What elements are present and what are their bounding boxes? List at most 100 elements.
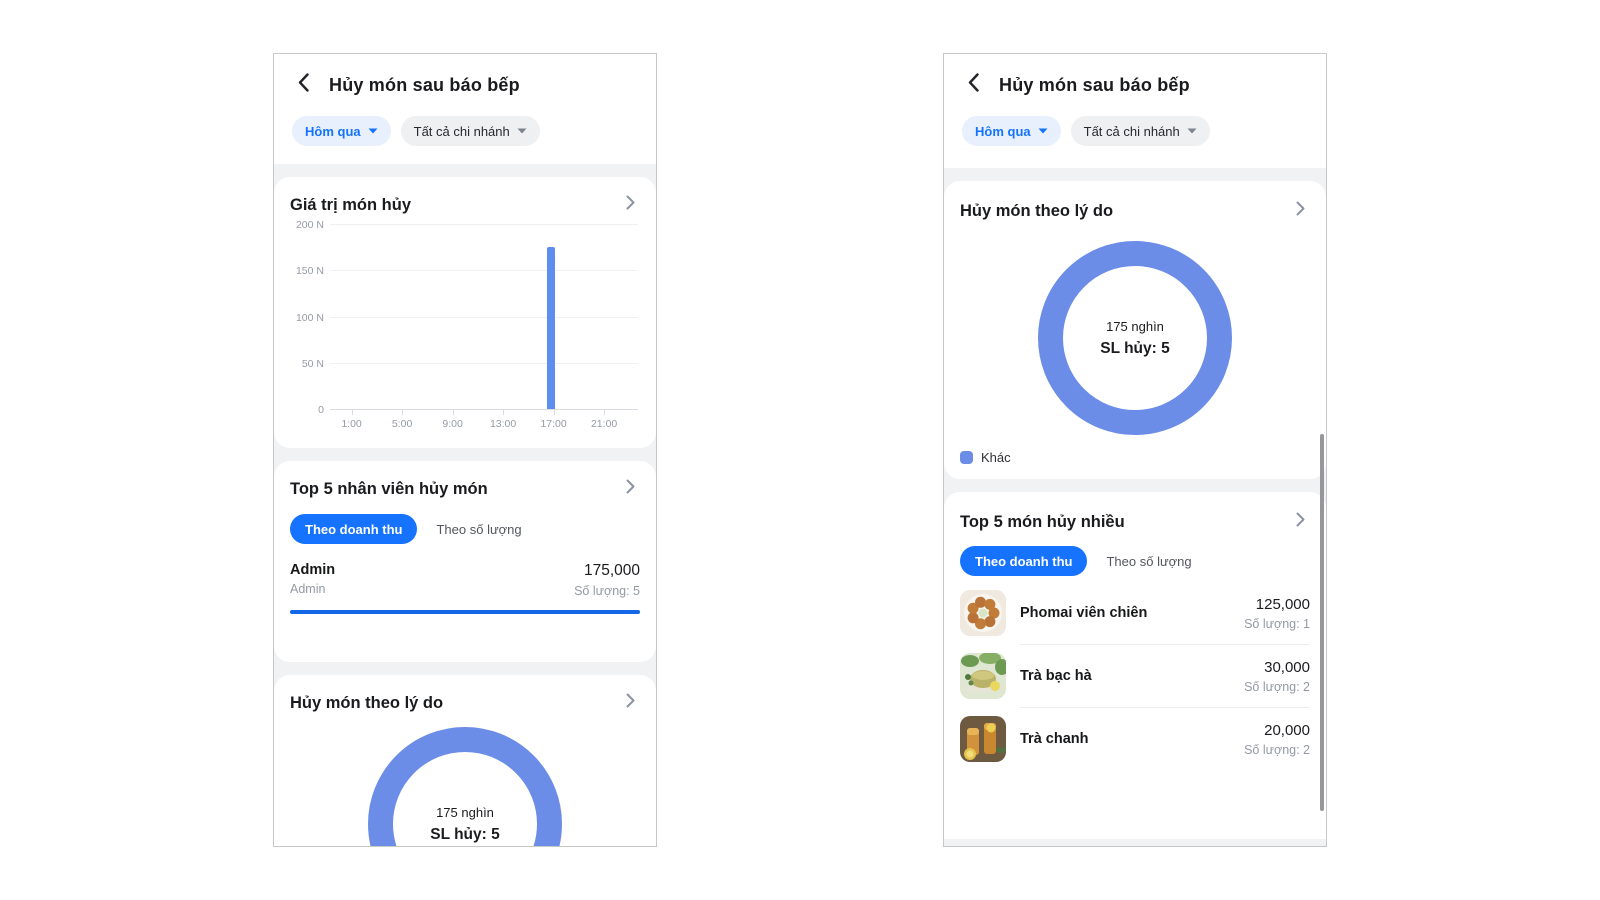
x-axis-label: 1:00 (341, 418, 362, 430)
chevron-right-icon (1296, 201, 1305, 221)
axis-tick (402, 410, 404, 415)
gridline (330, 316, 638, 318)
dish-quantity: Số lượng: 1 (1244, 616, 1310, 631)
page-title: Hủy món sau báo bếp (329, 74, 520, 95)
gridline (330, 409, 638, 410)
x-axis-label: 17:00 (540, 418, 567, 430)
axis-tick (351, 410, 353, 415)
dish-quantity: Số lượng: 2 (1244, 679, 1310, 694)
dish-value: 20,000 (1264, 721, 1310, 739)
gridline (330, 224, 638, 225)
card-title: Top 5 nhân viên hủy món (290, 479, 488, 498)
donut-chart: 175 nghìn SL hủy: 5 (1038, 241, 1232, 435)
scrollbar[interactable] (1320, 434, 1324, 811)
staff-value: 175,000 (583, 562, 640, 579)
bar-17-00 (547, 247, 556, 409)
divider (1020, 707, 1310, 708)
dish-name: Trà bạc hà (1020, 668, 1092, 684)
list-item[interactable]: Trà chanh 20,000 Số lượng: 2 (960, 708, 1310, 770)
card-detail-button[interactable] (1290, 512, 1310, 532)
bar-chart: 0 50 N 100 N 150 N 200 N 1:00 5:00 9:00 13:00 17… (296, 219, 638, 434)
x-axis-labels: 1:00 5:00 9:00 13:00 17:00 21:00 (330, 418, 638, 434)
card-title: Hủy món theo lý do (960, 201, 1114, 220)
chevron-down-icon (368, 128, 378, 134)
back-button[interactable] (962, 73, 984, 97)
right-phone-screen: Hủy món sau báo bếp Hôm qua Tất cả chi n… (943, 53, 1327, 847)
left-phone-screen: Hủy món sau báo bếp Hôm qua Tất cả chi n… (273, 53, 657, 847)
list-item[interactable]: Phomai viên chiên 125,000 Số lượng: 1 (960, 582, 1310, 644)
dish-photo-mint-tea (960, 653, 1006, 699)
x-axis-label: 5:00 (391, 418, 413, 430)
chevron-right-icon (626, 693, 635, 713)
branch-filter-chip[interactable]: Tất cả chi nhánh (400, 116, 540, 146)
donut-center-quantity: SL hủy: 5 (430, 825, 500, 843)
axis-tick (452, 410, 454, 415)
y-axis-label: 0 (318, 404, 324, 416)
list-item[interactable]: Trà bạc hà 30,000 Số lượng: 2 (960, 645, 1310, 707)
staff-quantity: Số lượng: 5 (574, 584, 640, 598)
card-title: Giá trị món hủy (290, 195, 412, 214)
date-filter-chip[interactable]: Hôm qua (962, 116, 1061, 146)
branch-filter-label: Tất cả chi nhánh (1083, 123, 1180, 139)
page-title: Hủy món sau báo bếp (999, 74, 1190, 95)
back-button[interactable] (292, 73, 314, 97)
card-title: Hủy món theo lý do (290, 693, 444, 712)
tab-by-quantity[interactable]: Theo số lượng (436, 521, 522, 537)
staff-name: Admin (290, 562, 336, 578)
staff-row[interactable]: Admin Admin 175,000 Số lượng: 5 (290, 562, 640, 598)
x-axis-label: 9:00 (442, 418, 463, 430)
donut-center-value: 175 nghìn (436, 804, 494, 820)
top-items-card: Top 5 món hủy nhiều Theo doanh thu Theo … (944, 492, 1326, 839)
divider (1020, 644, 1310, 645)
card-detail-button[interactable] (620, 195, 640, 215)
staff-subtitle: Admin (290, 582, 326, 596)
legend-marker (960, 451, 973, 464)
dish-photo-lemon-iced-tea (960, 716, 1006, 762)
chevron-down-icon (517, 128, 527, 134)
y-axis-label: 200 N (295, 219, 324, 231)
gridline (330, 362, 638, 364)
right-header: Hủy món sau báo bếp Hôm qua Tất cả chi n… (944, 54, 1326, 164)
tab-by-revenue[interactable]: Theo doanh thu (960, 546, 1088, 576)
axis-tick (503, 410, 505, 415)
axis-tick (604, 410, 606, 415)
chevron-left-icon (968, 73, 979, 97)
gridline (330, 270, 638, 272)
donut-center-value: 175 nghìn (1106, 318, 1164, 334)
branch-filter-chip[interactable]: Tất cả chi nhánh (1070, 116, 1210, 146)
x-axis-label: 21:00 (590, 418, 618, 430)
y-axis-label: 50 N (301, 357, 324, 370)
bar-chart-plot: 0 50 N 100 N 150 N 200 N (296, 219, 638, 416)
legend-label: Khác (981, 450, 1011, 465)
card-detail-button[interactable] (620, 693, 640, 713)
tab-by-revenue[interactable]: Theo doanh thu (290, 514, 418, 544)
value-chart-card: Giá trị món hủy 0 50 N 100 N 150 N 200 N 1:0… (274, 177, 656, 448)
card-title: Top 5 món hủy nhiều (960, 512, 1125, 531)
top-staff-card: Top 5 nhân viên hủy món Theo doanh thu T… (274, 461, 656, 662)
donut-chart: 175 nghìn SL hủy: 5 (368, 727, 562, 846)
x-axis-label: 13:00 (489, 418, 517, 430)
dish-list: Phomai viên chiên 125,000 Số lượng: 1 (960, 582, 1310, 770)
date-filter-label: Hôm qua (975, 123, 1031, 139)
left-header: Hủy món sau báo bếp Hôm qua Tất cả chi n… (274, 54, 656, 164)
dish-value: 30,000 (1264, 658, 1310, 676)
chevron-right-icon (1296, 512, 1305, 532)
dish-photo-fried-cheese-balls (960, 590, 1006, 636)
dish-name: Phomai viên chiên (1020, 605, 1148, 621)
chevron-left-icon (298, 73, 309, 97)
tab-by-quantity[interactable]: Theo số lượng (1106, 553, 1192, 569)
reason-chart-card: Hủy món theo lý do 175 nghìn SL hủy: 5 (274, 675, 656, 846)
dish-value: 125,000 (1255, 595, 1310, 613)
reason-chart-card: Hủy món theo lý do 175 nghìn SL hủy: 5 K… (944, 181, 1326, 479)
donut-center-quantity: SL hủy: 5 (1100, 339, 1170, 357)
chevron-down-icon (1038, 128, 1048, 134)
chevron-right-icon (626, 195, 635, 215)
chevron-right-icon (626, 479, 635, 499)
y-axis-label: 150 N (295, 265, 324, 278)
card-detail-button[interactable] (620, 479, 640, 499)
date-filter-chip[interactable]: Hôm qua (292, 116, 391, 146)
dish-name: Trà chanh (1020, 731, 1089, 747)
axis-tick (553, 410, 555, 415)
date-filter-label: Hôm qua (305, 123, 361, 139)
card-detail-button[interactable] (1290, 201, 1310, 221)
